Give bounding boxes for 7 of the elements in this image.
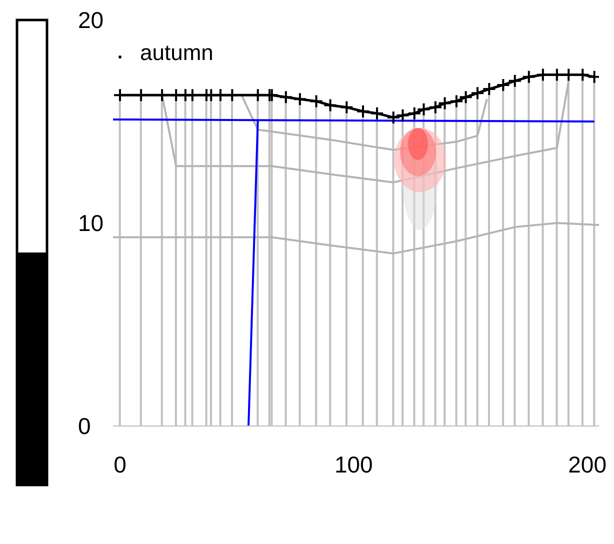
annotation: autumn [140, 40, 214, 66]
x-tick-label: 100 [334, 451, 373, 478]
y-tick-label: 20 [78, 7, 104, 33]
x-tick-label: 200 [568, 451, 607, 478]
y-tick-label: 0 [78, 413, 91, 439]
y-tick-label: 10 [78, 210, 104, 236]
x-tick-label: 0 [114, 451, 126, 478]
